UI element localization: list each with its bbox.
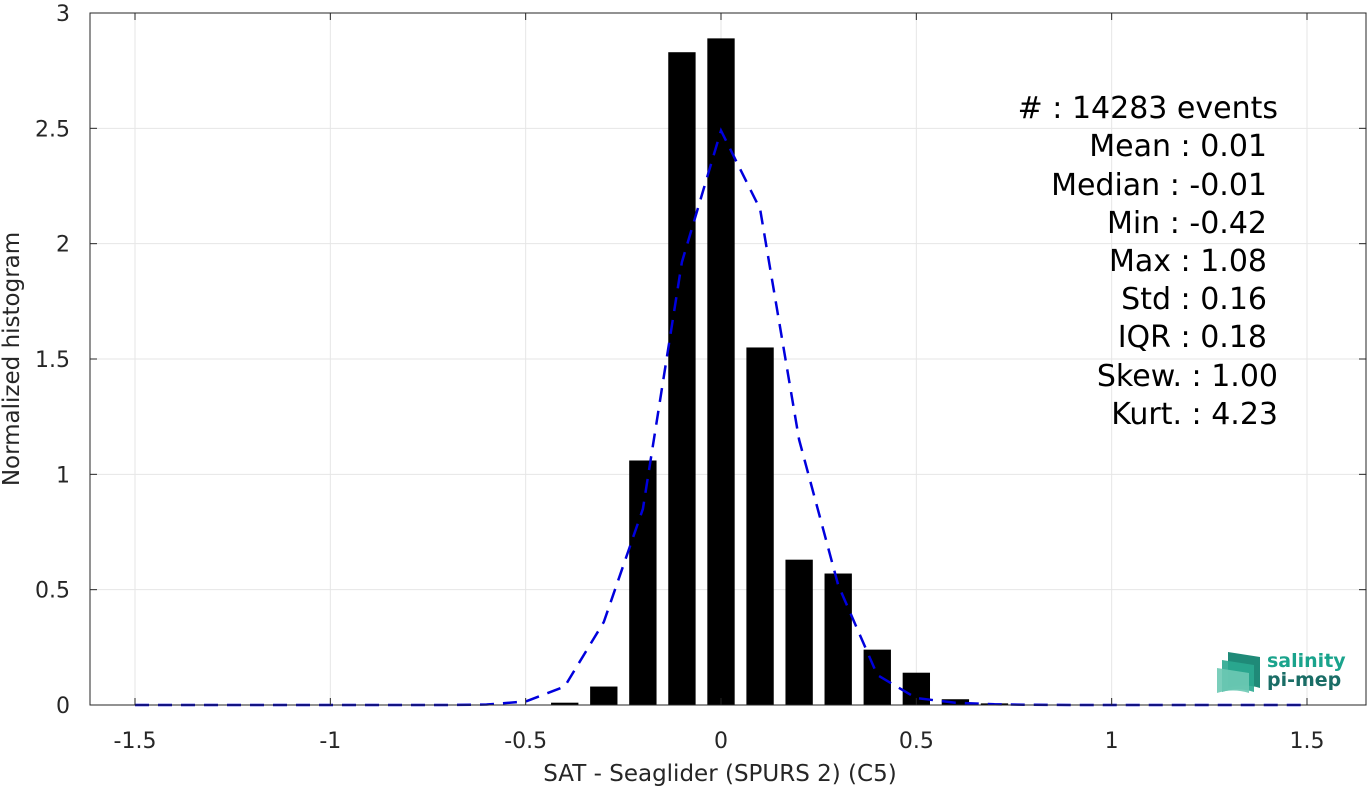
x-tick-label: -1 [319, 729, 341, 754]
y-tick-label: 2 [56, 233, 70, 258]
logo-text-pimep: pi-mep [1267, 669, 1341, 691]
axes-frame [89, 12, 1367, 706]
stat-std: Std : 0.16 [1121, 282, 1267, 317]
x-tick-label: -1.5 [114, 729, 157, 754]
y-tick-label: 2.5 [35, 117, 70, 142]
histogram-bar [590, 686, 618, 705]
logo-text-salinity: salinity [1267, 650, 1346, 672]
histogram-bar [707, 38, 735, 705]
x-tick-label: -0.5 [504, 729, 547, 754]
stat-max: Max : 1.08 [1109, 244, 1267, 279]
histogram-bar [785, 559, 813, 705]
y-tick-label: 1.5 [35, 348, 70, 373]
histogram-bar [863, 649, 891, 705]
axes-layer [89, 12, 1367, 706]
stat-iqr: IQR : 0.18 [1118, 320, 1267, 355]
y-axis-label: Normalized histogram [0, 232, 25, 486]
x-tick-label: 0 [714, 729, 728, 754]
stat-median: Median : -0.01 [1051, 168, 1267, 203]
salinity-pimep-logo: salinity pi-mep [1217, 650, 1346, 693]
histogram-bar [551, 702, 579, 705]
x-tick-label: 0.5 [899, 729, 934, 754]
stat-min: Min : -0.42 [1107, 206, 1267, 241]
histogram-bar [629, 460, 657, 705]
x-tick-label: 1.5 [1290, 729, 1325, 754]
histogram-bar [824, 573, 852, 705]
y-tick-label: 3 [56, 2, 70, 27]
x-tick-label: 1 [1105, 729, 1119, 754]
stat-mean: Mean : 0.01 [1089, 129, 1267, 164]
stat-events: # : 14283 events [1018, 91, 1278, 126]
stat-kurt: Kurt. : 4.23 [1111, 397, 1278, 432]
y-tick-label: 0.5 [35, 579, 70, 604]
histogram-bar [746, 347, 774, 705]
stat-skew: Skew. : 1.00 [1097, 359, 1278, 394]
bars-layer [551, 38, 1009, 706]
x-axis-label: SAT - Seaglider (SPURS 2) (C5) [543, 761, 896, 787]
y-tick-label: 1 [56, 463, 70, 488]
y-tick-label: 0 [56, 694, 70, 719]
histogram-bar [668, 52, 696, 706]
wave-icon [1217, 652, 1260, 693]
stats-box: # : 14283 events Mean : 0.01 Median : -0… [1018, 91, 1278, 432]
tick-labels-layer: -1.5 -1 -0.5 0 0.5 1 1.5 0 0.5 1 1.5 2 2.5 3 [35, 2, 1325, 754]
